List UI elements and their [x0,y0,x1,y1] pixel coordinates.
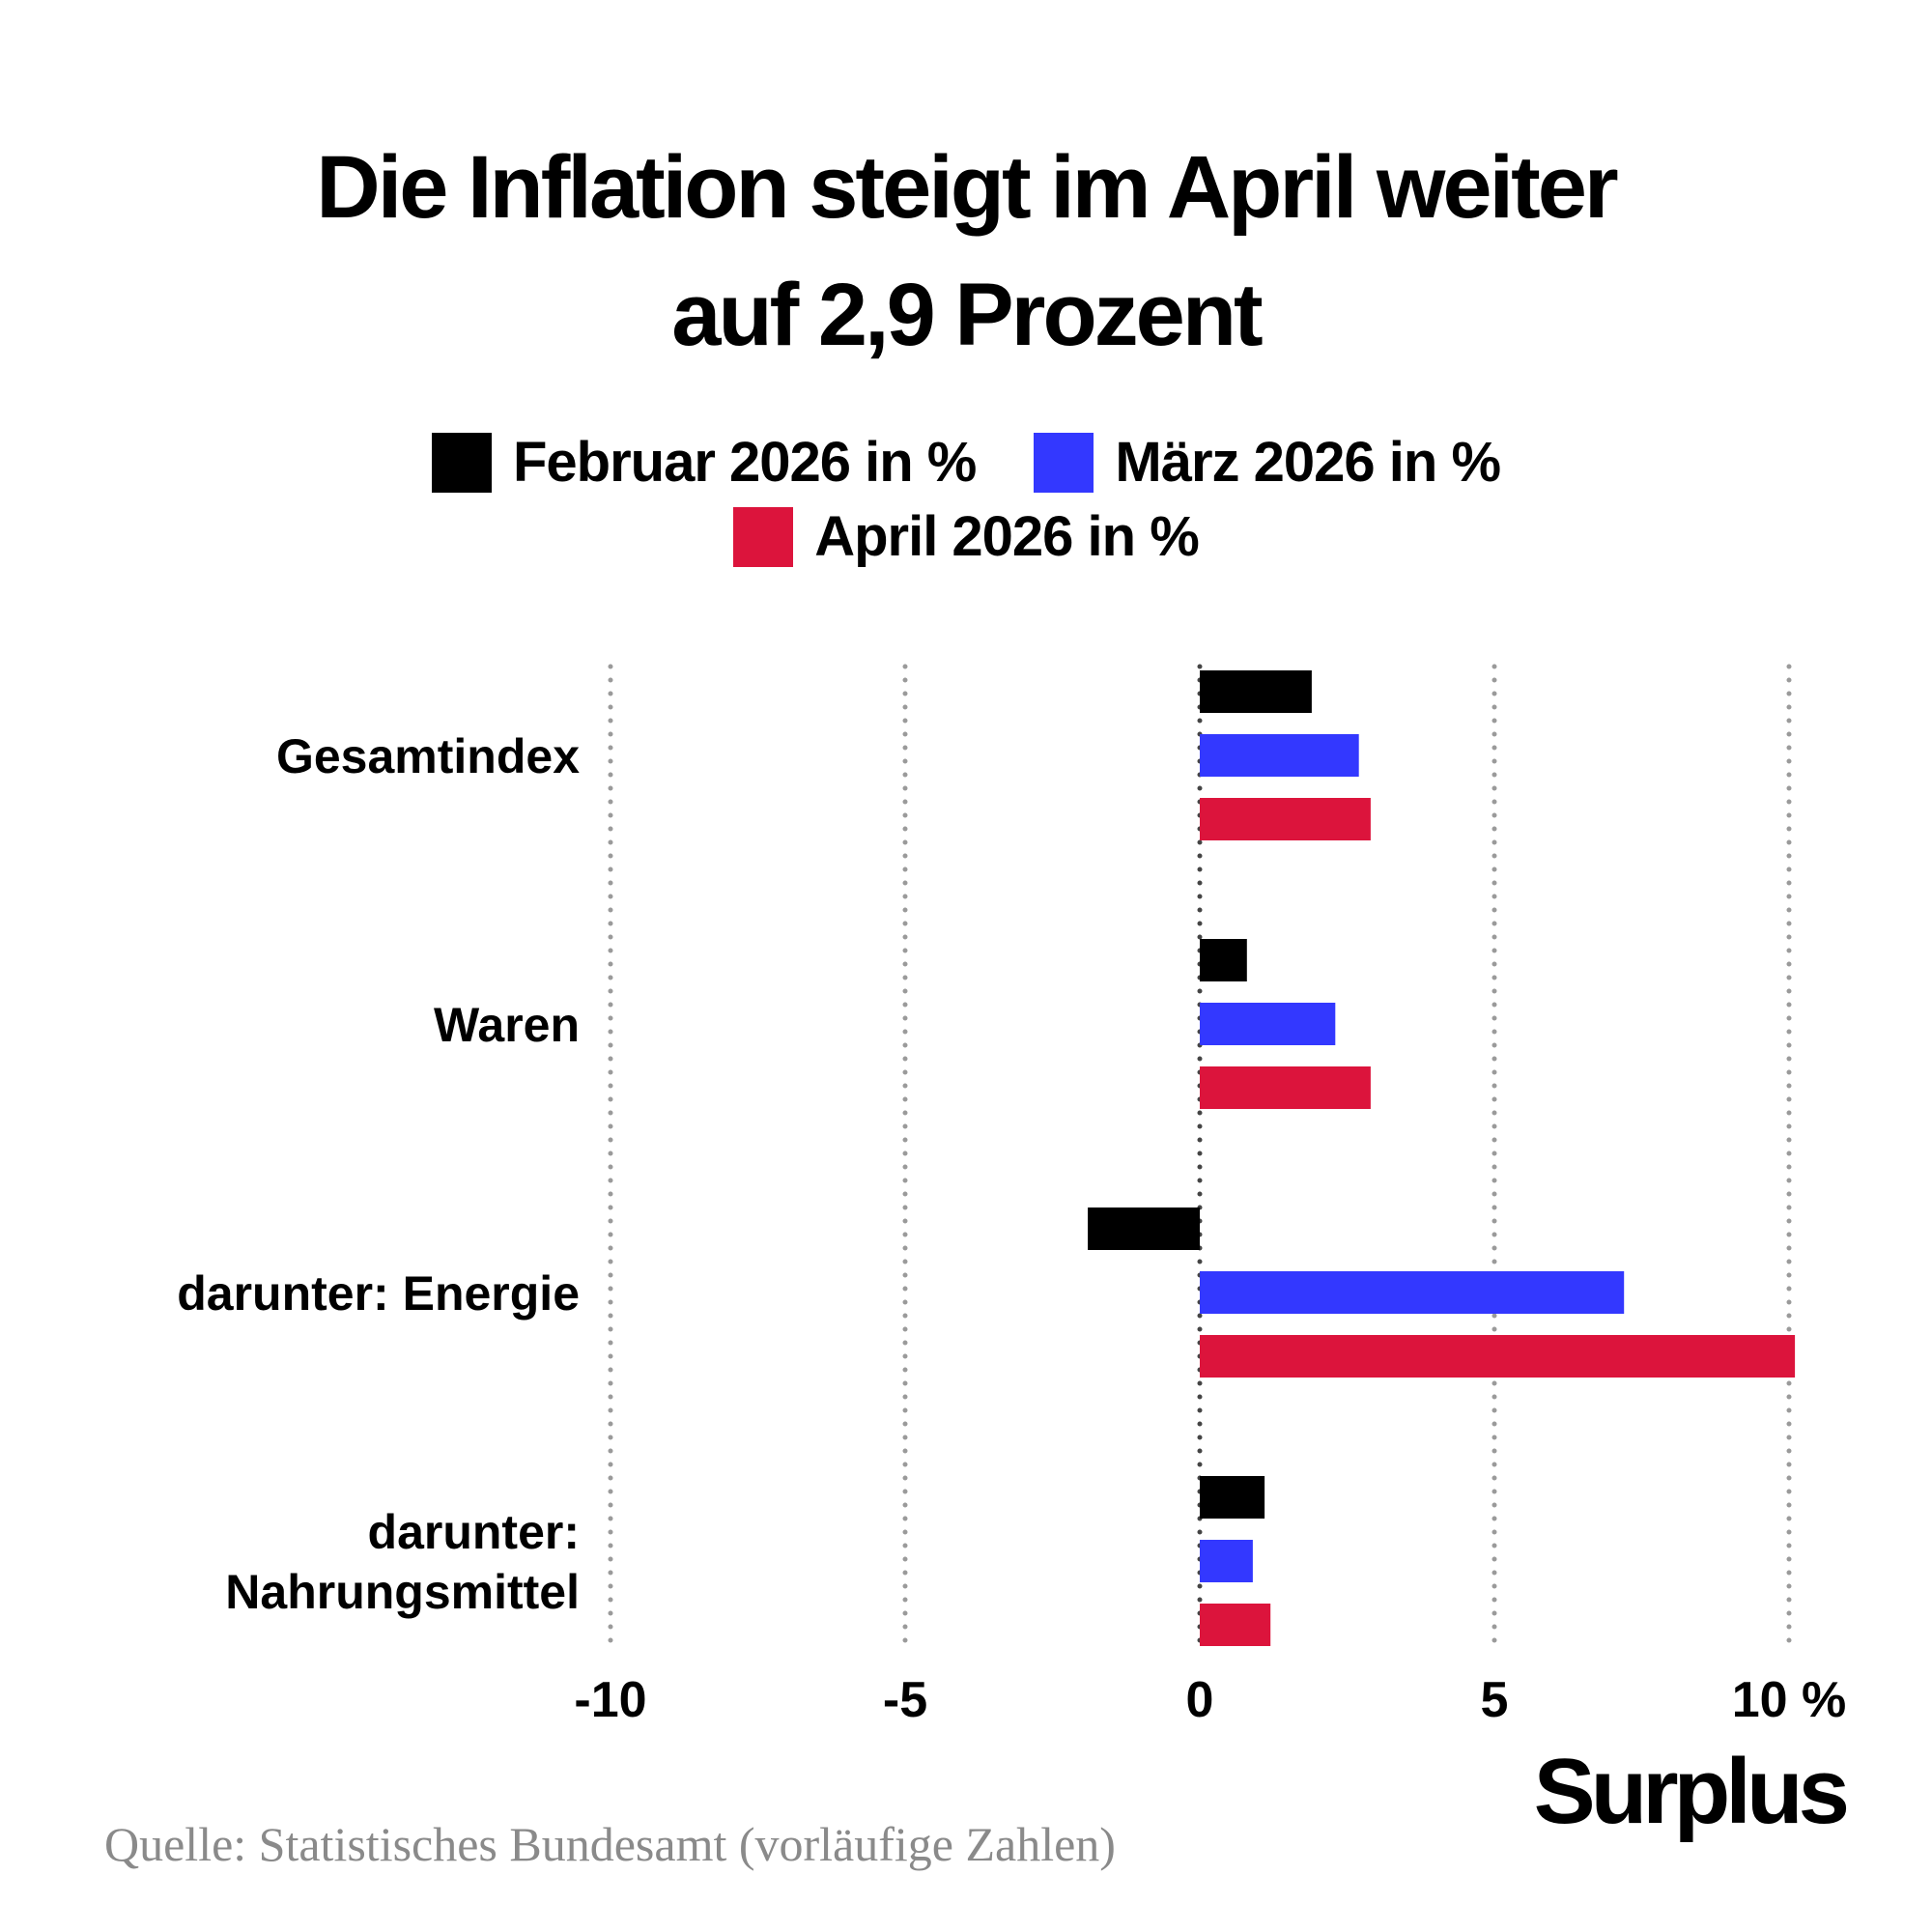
surplus-logo: Surplus [1533,1740,1850,1843]
tick-label-3: 5 [1481,1672,1509,1728]
bar-4-series-1 [1200,1476,1265,1519]
bar-3-series-2 [1200,1271,1625,1314]
bar-1-series-3 [1200,798,1371,840]
category-label-3: darunter: Energie [177,1266,580,1321]
source-note: Quelle: Statistisches Bundesamt (vorläuf… [104,1817,1116,1871]
tick-label-1: -5 [883,1672,927,1728]
bar-2-series-3 [1200,1066,1371,1109]
category-label-4-line-2: Nahrungsmittel [225,1565,580,1619]
legend-swatch-april [733,506,794,567]
tick-label-0: -10 [574,1672,646,1728]
bar-4-series-3 [1200,1604,1271,1646]
legend-label-februar: Februar 2026 in % [512,431,977,494]
legend-item-maerz: März 2026 in % [1034,430,1501,495]
bar-4-series-2 [1200,1540,1253,1582]
legend-swatch-februar [431,432,492,493]
tick-label-4: 10 % [1732,1672,1847,1728]
category-label-2: Waren [434,998,580,1052]
bar-2-series-2 [1200,1003,1336,1045]
category-label-4-line-1: darunter: [368,1505,580,1559]
chart-title-line-1: Die Inflation steigt im April weiter [316,138,1618,237]
legend-item-februar: Februar 2026 in % [431,430,977,495]
chart-title: Die Inflation steigt im April weiter auf… [0,124,1932,379]
legend-label-maerz: März 2026 in % [1115,431,1501,494]
legend-label-april: April 2026 in % [814,505,1200,568]
bar-2-series-1 [1200,939,1247,981]
legend-item-april: April 2026 in % [733,504,1200,569]
tick-label-2: 0 [1186,1672,1214,1728]
legend-row-1: Februar 2026 in % März 2026 in % [0,430,1932,495]
bar-chart: Gesamtindex Waren darunter: Energie darunte… [177,664,1847,1728]
bar-3-series-1 [1088,1208,1200,1250]
bar-1-series-2 [1200,734,1359,777]
bar-1-series-1 [1200,670,1312,713]
category-label-1: Gesamtindex [276,729,580,783]
chart-title-line-2: auf 2,9 Prozent [671,266,1263,364]
bar-3-series-3 [1200,1335,1796,1378]
legend-swatch-maerz [1034,432,1094,493]
legend-row-2: April 2026 in % [0,504,1932,569]
